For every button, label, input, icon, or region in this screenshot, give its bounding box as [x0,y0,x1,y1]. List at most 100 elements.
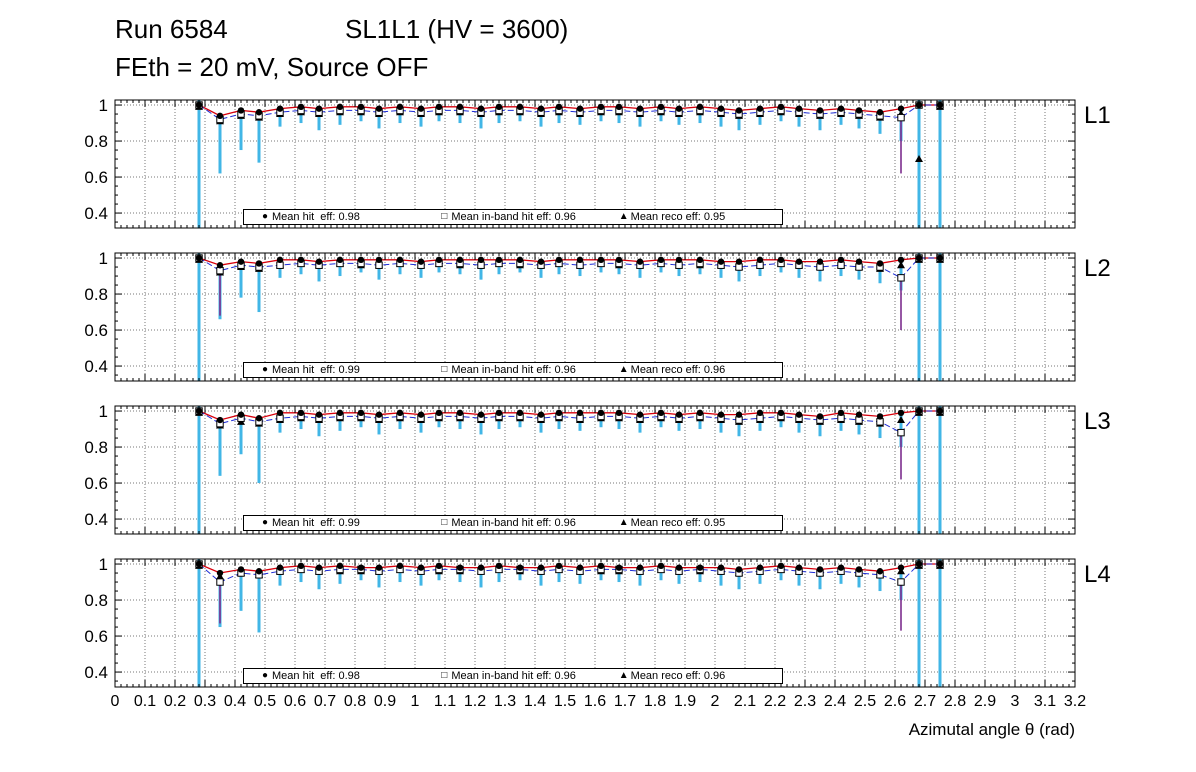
panel-plot-L2: 1 0.8 0.6 0.4 [84,249,1076,382]
svg-text:0: 0 [111,693,120,710]
svg-text:2.9: 2.9 [974,693,996,710]
svg-text:0.8: 0.8 [84,438,108,457]
svg-text:1: 1 [99,555,108,574]
svg-text:1.8: 1.8 [644,693,666,710]
svg-text:2.8: 2.8 [944,693,966,710]
svg-text:0.1: 0.1 [134,693,156,710]
legend-L1: ● Mean hit eff: 0.98 □ Mean in-band hit ef… [243,209,783,225]
svg-text:1: 1 [99,249,108,268]
svg-text:2: 2 [711,693,720,710]
legend-entry-hit: ● Mean hit eff: 0.98 [244,669,423,683]
filled-triangle-icon: ▲ [618,670,629,681]
legend-text: Mean hit eff: 0.98 [272,670,360,682]
filled-triangle-icon: ▲ [618,517,629,528]
svg-text:0.8: 0.8 [84,285,108,304]
filled-triangle-icon: ▲ [618,211,629,222]
legend-entry-inband: □ Mean in-band hit eff: 0.96 [423,516,602,530]
svg-text:0.6: 0.6 [84,321,108,340]
panel-label-L2: L2 [1084,255,1111,282]
svg-text:3.2: 3.2 [1064,693,1086,710]
panel-label-L4: L4 [1084,561,1111,588]
legend-text: Mean in-band hit eff: 0.96 [451,211,576,223]
svg-text:0.6: 0.6 [84,627,108,646]
svg-text:2.6: 2.6 [884,693,906,710]
legend-text: Mean hit eff: 0.98 [272,211,360,223]
open-square-icon: □ [441,517,448,528]
open-square-icon: □ [441,211,448,222]
svg-text:0.4: 0.4 [224,693,246,710]
svg-text:0.3: 0.3 [194,693,216,710]
legend-entry-inband: □ Mean in-band hit eff: 0.96 [423,363,602,377]
panel-plot-L3: 1 0.8 0.6 0.4 [84,402,1076,535]
svg-text:0.5: 0.5 [254,693,276,710]
filled-circle-icon: ● [261,211,269,222]
svg-text:1.2: 1.2 [464,693,486,710]
svg-text:0.6: 0.6 [84,474,108,493]
svg-text:1.1: 1.1 [434,693,456,710]
svg-text:2.4: 2.4 [824,693,846,710]
svg-text:0.6: 0.6 [84,168,108,187]
legend-L4: ● Mean hit eff: 0.98 □ Mean in-band hit ef… [243,668,783,684]
legend-text: Mean reco eff: 0.95 [630,517,726,529]
svg-text:2.1: 2.1 [734,693,756,710]
svg-text:1.5: 1.5 [554,693,576,710]
legend-text: Mean reco eff: 0.96 [630,670,726,682]
open-square-icon: □ [441,364,448,375]
x-axis-tick-labels: 0 0.1 0.2 0.3 0.4 0.5 0.6 0.7 0.8 0.9 1 1.1 1.2 1.3 1.… [111,693,1087,710]
svg-text:0.8: 0.8 [84,132,108,151]
legend-text: Mean in-band hit eff: 0.96 [451,670,576,682]
svg-text:0.2: 0.2 [164,693,186,710]
svg-text:0.8: 0.8 [84,591,108,610]
conditions-subtitle: FEth = 20 mV, Source OFF [115,52,429,82]
svg-text:0.9: 0.9 [374,693,396,710]
legend-entry-hit: ● Mean hit eff: 0.99 [244,363,423,377]
filled-circle-icon: ● [261,517,269,528]
panel-label-L3: L3 [1084,408,1111,435]
legend-entry-inband: □ Mean in-band hit eff: 0.96 [423,669,602,683]
svg-text:1.9: 1.9 [674,693,696,710]
svg-text:1: 1 [411,693,420,710]
svg-text:3: 3 [1011,693,1020,710]
svg-text:0.6: 0.6 [284,693,306,710]
svg-text:1.4: 1.4 [524,693,546,710]
legend-entry-hit: ● Mean hit eff: 0.99 [244,516,423,530]
legend-text: Mean reco eff: 0.96 [630,364,726,376]
legend-text: Mean hit eff: 0.99 [272,364,360,376]
legend-entry-reco: ▲ Mean reco eff: 0.95 [603,210,782,224]
legend-entry-inband: □ Mean in-band hit eff: 0.96 [423,210,602,224]
legend-text: Mean hit eff: 0.99 [272,517,360,529]
legend-L3: ● Mean hit eff: 0.99 □ Mean in-band hit ef… [243,515,783,531]
svg-text:0.4: 0.4 [84,663,108,682]
legend-text: Mean in-band hit eff: 0.96 [451,517,576,529]
svg-text:1: 1 [99,402,108,421]
legend-L2: ● Mean hit eff: 0.99 □ Mean in-band hit ef… [243,362,783,378]
legend-entry-hit: ● Mean hit eff: 0.98 [244,210,423,224]
filled-circle-icon: ● [261,670,269,681]
chamber-title: SL1L1 (HV = 3600) [345,14,569,44]
legend-text: Mean reco eff: 0.95 [630,211,726,223]
svg-text:1.7: 1.7 [614,693,636,710]
svg-text:2.7: 2.7 [914,693,936,710]
legend-text: Mean in-band hit eff: 0.96 [451,364,576,376]
legend-entry-reco: ▲ Mean reco eff: 0.96 [603,363,782,377]
panel-label-L1: L1 [1084,102,1111,129]
svg-text:1.6: 1.6 [584,693,606,710]
svg-text:3.1: 3.1 [1034,693,1056,710]
legend-entry-reco: ▲ Mean reco eff: 0.95 [603,516,782,530]
x-axis-label: Azimutal angle θ (rad) [908,720,1075,739]
svg-text:2.3: 2.3 [794,693,816,710]
svg-text:1: 1 [99,96,108,115]
svg-text:0.4: 0.4 [84,204,108,223]
svg-text:0.8: 0.8 [344,693,366,710]
run-title: Run 6584 [115,14,228,44]
svg-text:0.4: 0.4 [84,510,108,529]
filled-circle-icon: ● [261,364,269,375]
legend-entry-reco: ▲ Mean reco eff: 0.96 [603,669,782,683]
open-square-icon: □ [441,670,448,681]
svg-text:2.2: 2.2 [764,693,786,710]
filled-triangle-icon: ▲ [618,364,629,375]
svg-text:0.4: 0.4 [84,357,108,376]
svg-text:1.3: 1.3 [494,693,516,710]
